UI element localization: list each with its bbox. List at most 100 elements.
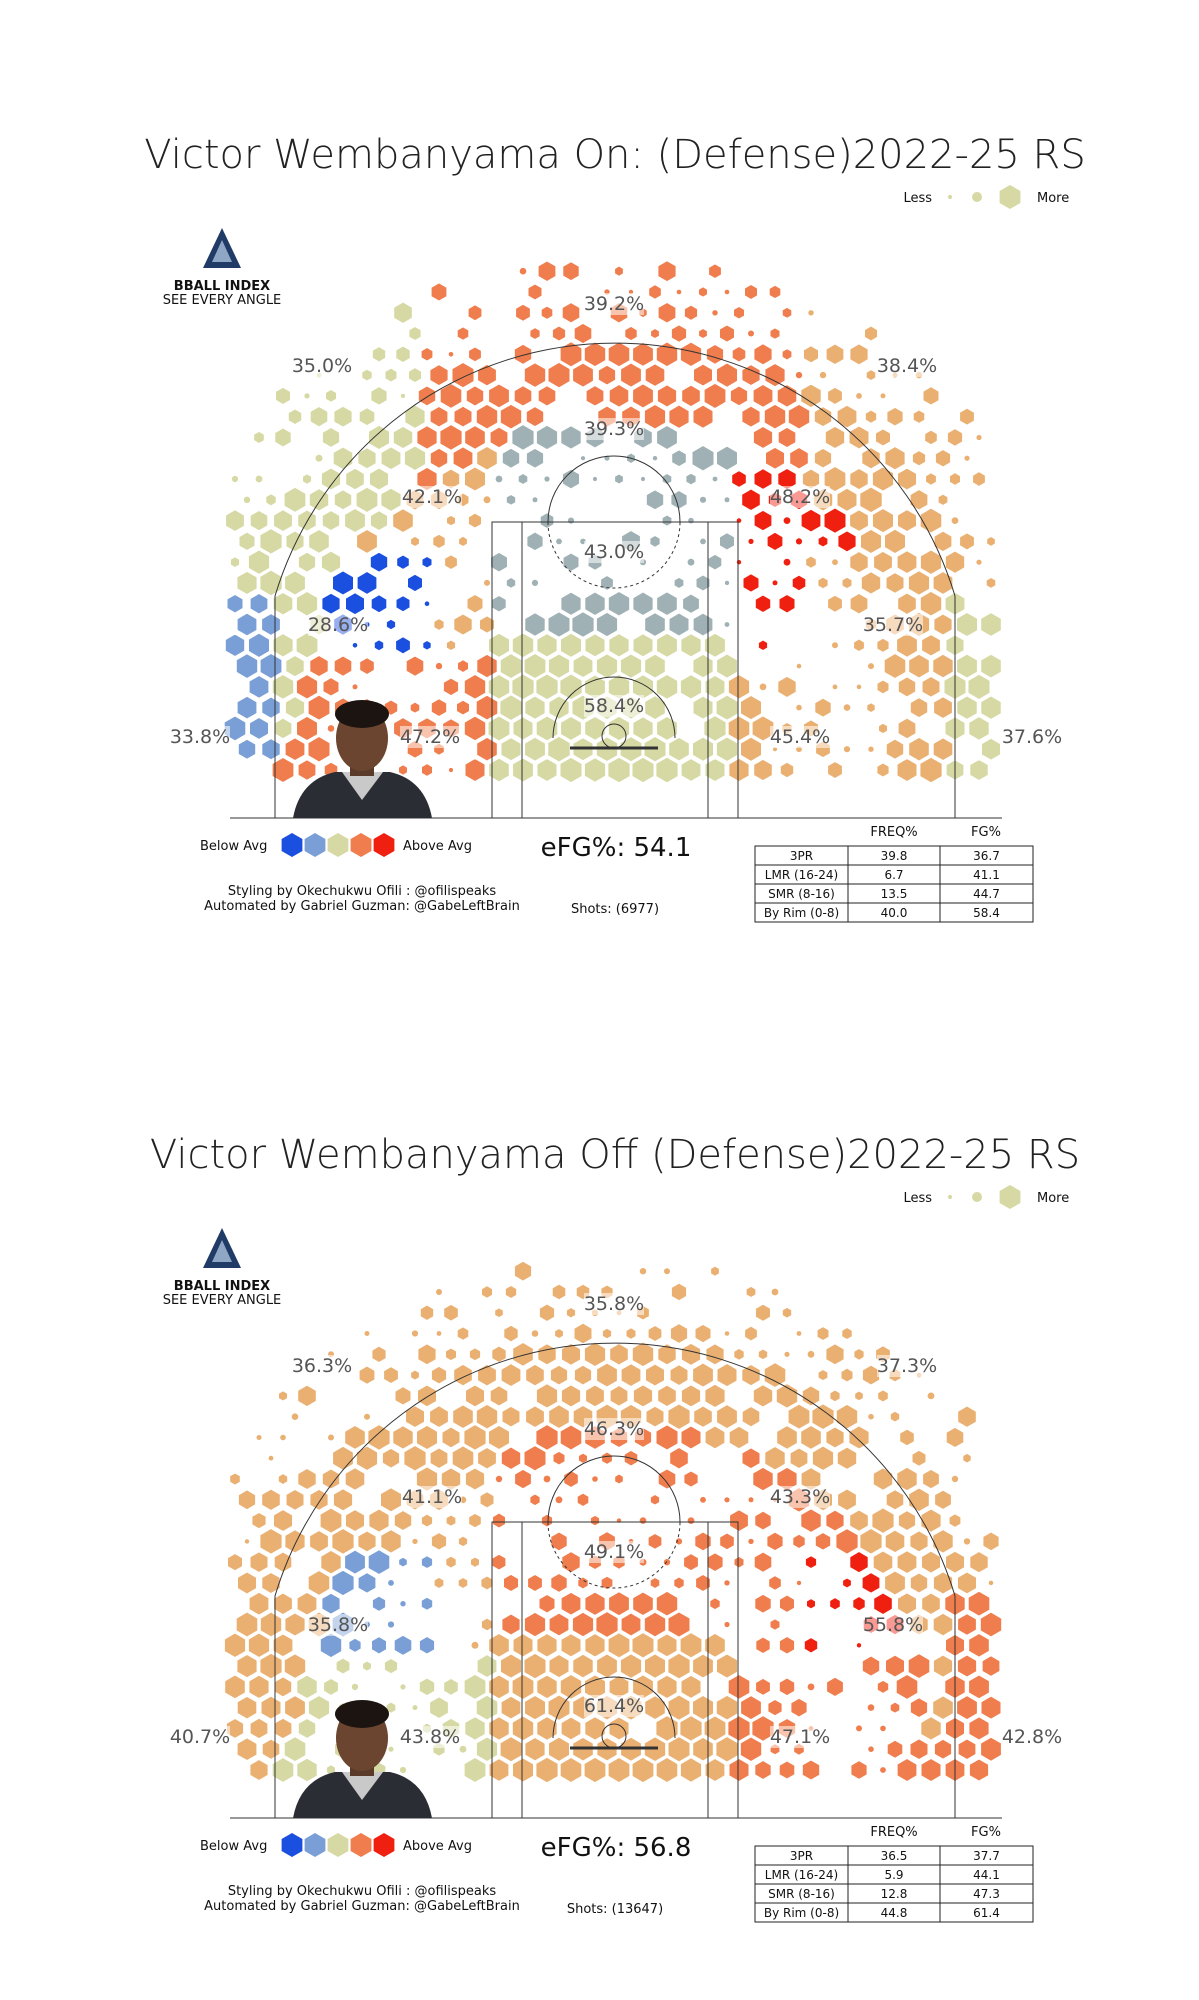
shot-hexbin <box>283 1735 307 1763</box>
shot-hexbin <box>643 403 667 430</box>
shot-dot <box>459 1745 467 1753</box>
shot-hexbin <box>781 306 793 320</box>
shot-hexbin <box>631 1674 655 1700</box>
shot-hexbin <box>790 1697 808 1718</box>
shot-dot <box>724 580 730 586</box>
shot-hexbin <box>871 1507 895 1535</box>
shot-dot <box>772 580 778 586</box>
shot-hexbin <box>584 591 606 617</box>
shot-hexbin <box>631 383 655 409</box>
shot-hexbin <box>863 325 879 342</box>
shot-hexbin <box>632 591 654 617</box>
shot-hexbin <box>644 363 666 388</box>
shot-hexbin <box>297 1467 317 1491</box>
shot-hexbin <box>872 1550 894 1575</box>
shot-hexbin <box>670 1282 688 1302</box>
shot-hexbin <box>260 1695 282 1720</box>
shot-hexbin <box>647 1324 663 1343</box>
shot-hexbin <box>576 1492 590 1508</box>
shot-hexbin <box>607 673 631 700</box>
shot-dot <box>843 704 851 711</box>
shot-hexbin <box>691 1362 715 1388</box>
shot-hexbin <box>896 1757 918 1783</box>
shot-hexbin <box>444 1347 458 1362</box>
shot-hexbin <box>718 324 736 343</box>
shot-hexbin <box>277 1389 289 1402</box>
shot-hexbin <box>899 1428 915 1447</box>
shot-hexbin <box>948 471 962 487</box>
shot-hexbin <box>345 467 365 491</box>
shot-hexbin <box>607 341 631 368</box>
shot-hexbin <box>957 1738 977 1761</box>
shot-hexbin <box>452 1404 474 1430</box>
shot-hexbin <box>464 1467 486 1491</box>
table-row: SMR (8-16) 13.5 44.7 <box>768 887 1000 901</box>
legend-more: More <box>1037 191 1069 206</box>
shot-hexbin <box>600 1451 614 1466</box>
shot-hexbin <box>932 1528 954 1554</box>
shot-hexbin <box>584 1384 606 1408</box>
shot-hexbin <box>283 1694 307 1721</box>
shot-hexbin <box>332 446 354 471</box>
shot-hexbin <box>565 1306 577 1319</box>
legend-below-avg: Below Avg <box>200 839 267 854</box>
shot-hexbin <box>849 1509 869 1533</box>
shot-hexbin <box>861 1571 881 1594</box>
shot-hexbin <box>731 469 747 489</box>
shot-hexbin <box>443 1677 459 1697</box>
shot-hexbin <box>802 344 820 364</box>
shot-hexbin <box>921 1468 941 1490</box>
shot-hexbin <box>547 1736 571 1763</box>
zone-label-bg <box>770 1726 830 1748</box>
shot-hexbin <box>908 653 930 679</box>
shot-hexbin <box>249 592 269 615</box>
shot-hexbin <box>309 405 329 428</box>
shot-hexbin <box>777 426 797 449</box>
shot-hexbin <box>919 549 943 576</box>
shot-hexbin <box>467 303 483 322</box>
shot-hexbin <box>487 715 511 742</box>
shot-hexbin <box>236 1695 258 1720</box>
shot-hexbin <box>559 1424 583 1451</box>
shot-hexbin <box>430 1365 448 1385</box>
shot-hexbin <box>248 1591 270 1616</box>
zone-label-bg <box>877 355 937 377</box>
shot-hexbin <box>697 327 709 340</box>
shot-hexbin <box>728 1508 750 1533</box>
shot-hexbin <box>667 1611 691 1638</box>
shot-hexbin <box>380 446 402 471</box>
shot-hexbin <box>836 1488 858 1512</box>
shot-hexbin <box>253 430 265 445</box>
shot-hexbin <box>876 637 890 654</box>
shot-hexbin <box>355 486 379 514</box>
zone-label-right-baseline-mid: 55.8% <box>863 1614 923 1636</box>
shot-hexbin <box>433 1576 445 1590</box>
shot-dot <box>964 455 970 461</box>
shot-hexbin <box>523 1444 547 1472</box>
shot-hexbin <box>673 1576 685 1590</box>
shot-hexbin <box>683 1470 699 1488</box>
shot-hexbin <box>357 1571 377 1594</box>
shot-hexbin <box>573 1364 593 1386</box>
shot-hexbin <box>480 1575 494 1591</box>
shot-hexbin <box>382 1365 400 1385</box>
shot-dot <box>400 1601 406 1607</box>
shot-dot <box>748 1497 754 1503</box>
shot-hexbin <box>849 343 869 366</box>
shot-hexbin <box>296 1757 318 1783</box>
shot-hexbin <box>322 1677 340 1697</box>
zone-label-bg <box>584 695 644 717</box>
shot-hexbin <box>727 1673 751 1701</box>
shot-hexbin <box>560 1591 582 1616</box>
shot-hexbin <box>644 1694 666 1721</box>
shot-hexbin <box>321 1468 341 1490</box>
shot-hexbin <box>358 1365 376 1386</box>
shot-hexbin <box>430 697 448 718</box>
shot-hexbin <box>464 1715 486 1741</box>
shot-hexbin <box>499 403 523 430</box>
shot-hexbin <box>505 576 517 590</box>
shot-hexbin <box>429 405 449 428</box>
shot-hexbin <box>259 1527 283 1555</box>
shot-hexbin <box>715 653 739 679</box>
shot-dot <box>483 496 491 504</box>
